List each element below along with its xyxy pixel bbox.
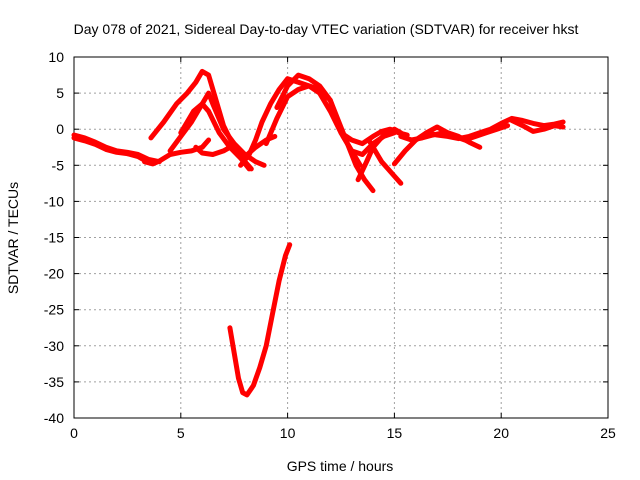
x-tick-label: 0	[70, 425, 78, 441]
series-line-10	[274, 72, 363, 168]
series-line-12	[355, 126, 404, 183]
y-tick-label: -30	[44, 338, 64, 354]
chart-title: Day 078 of 2021, Sidereal Day-to-day VTE…	[74, 21, 579, 37]
y-tick-label: -10	[44, 193, 64, 209]
series-line-8	[238, 76, 376, 194]
series-line-7	[193, 133, 278, 160]
x-axis-label: GPS time / hours	[287, 458, 394, 474]
y-tick-label: 10	[48, 49, 64, 65]
ticks-layer: 0 5 10 15 20 25 10 5 0 -5 -10 -15 -20 -25 -30 -35 -40	[44, 49, 616, 441]
series-line-2	[71, 135, 147, 163]
x-tick-label: 15	[387, 425, 403, 441]
x-tick-label: 5	[177, 425, 185, 441]
series-line-18	[227, 242, 293, 398]
y-tick-label: -5	[52, 157, 65, 173]
y-tick-label: -20	[44, 266, 64, 282]
series-line-6	[178, 101, 252, 172]
series-line-17	[509, 118, 566, 134]
x-tick-label: 20	[493, 425, 509, 441]
series-layer	[71, 68, 566, 398]
y-tick-label: -15	[44, 230, 64, 246]
y-axis-label: SDTVAR / TECUs	[5, 182, 21, 294]
y-tick-label: -25	[44, 302, 64, 318]
y-tick-label: 0	[56, 121, 64, 137]
series-line-3	[142, 137, 212, 167]
x-tick-label: 10	[280, 425, 296, 441]
series-line-13	[366, 137, 404, 186]
y-tick-label: -35	[44, 374, 64, 390]
grid-layer	[74, 57, 608, 418]
y-tick-label: 5	[56, 85, 64, 101]
y-tick-label: -40	[44, 410, 64, 426]
x-tick-label: 25	[600, 425, 616, 441]
series-line-16	[423, 115, 566, 142]
